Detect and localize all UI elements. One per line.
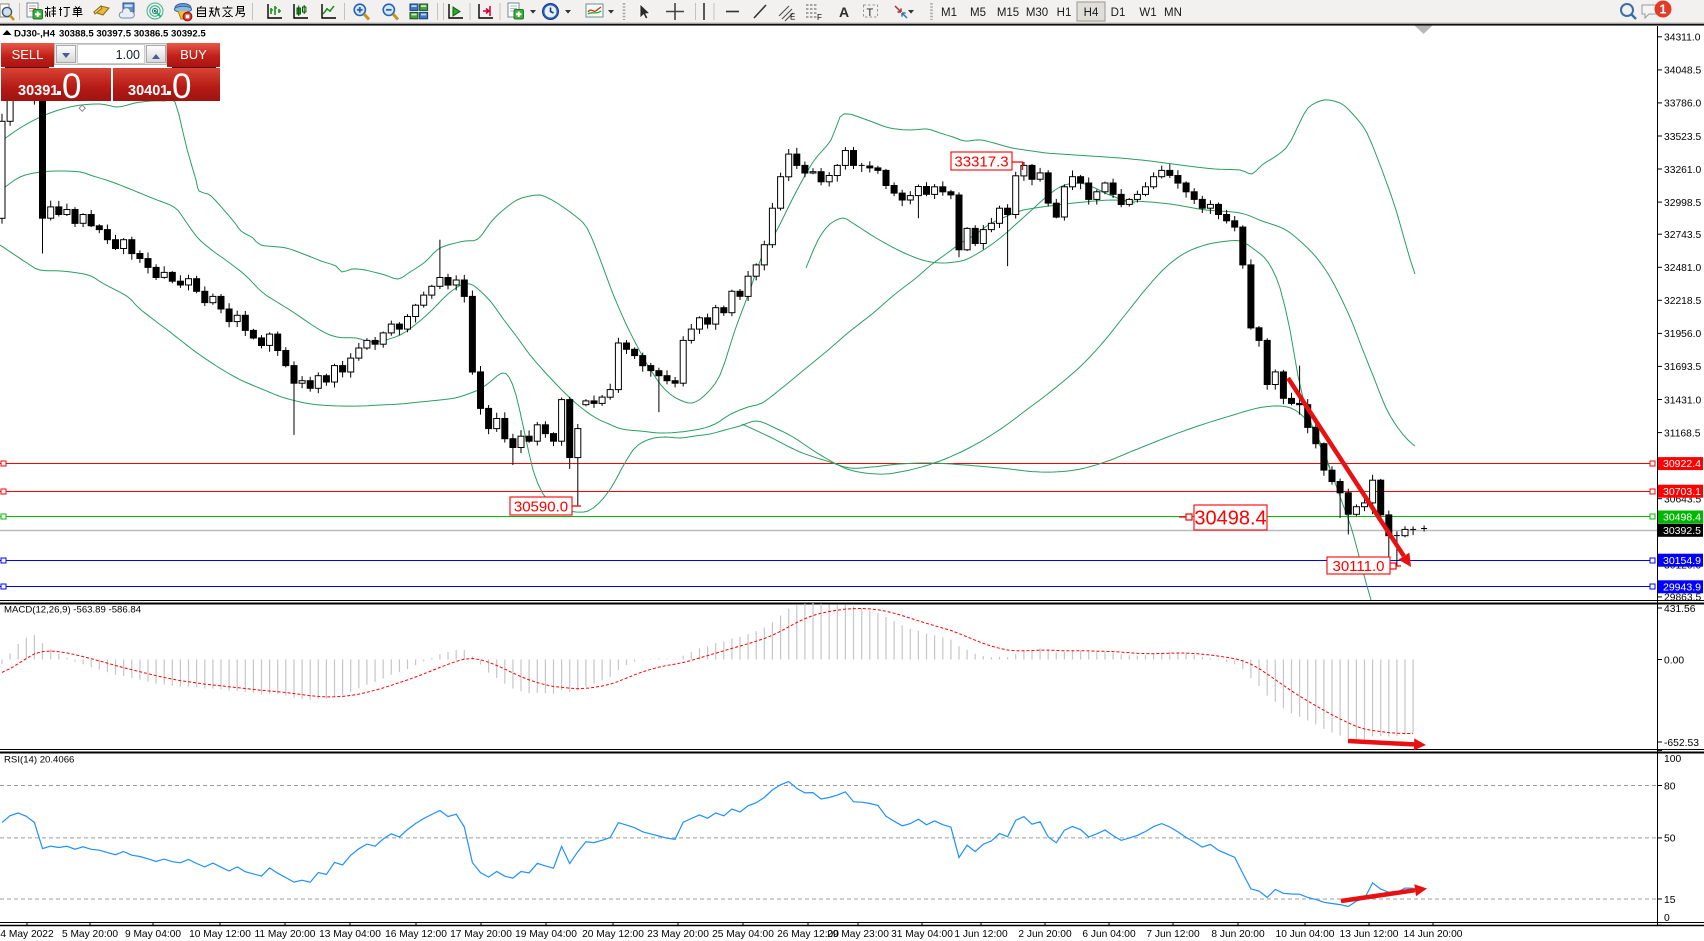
svg-text:26 May 12:00: 26 May 12:00 xyxy=(777,929,839,940)
svg-text:80: 80 xyxy=(1664,781,1676,792)
svg-text:F: F xyxy=(817,13,822,22)
svg-text:2 Jun 20:00: 2 Jun 20:00 xyxy=(1018,929,1072,940)
svg-text:30922.4: 30922.4 xyxy=(1663,458,1701,470)
svg-text:31693.5: 31693.5 xyxy=(1664,362,1701,373)
svg-text:H1: H1 xyxy=(1057,7,1072,19)
svg-text:RSI(14) 20.4066: RSI(14) 20.4066 xyxy=(4,755,74,766)
svg-text:T: T xyxy=(867,7,874,19)
svg-text:34311.0: 34311.0 xyxy=(1664,33,1701,44)
svg-text:29943.9: 29943.9 xyxy=(1663,581,1701,593)
svg-text:32998.5: 32998.5 xyxy=(1664,198,1701,209)
svg-text:30703.1: 30703.1 xyxy=(1663,486,1701,498)
svg-text:15: 15 xyxy=(1664,895,1676,906)
svg-text:33523.5: 33523.5 xyxy=(1664,132,1701,143)
svg-text:30643.5: 30643.5 xyxy=(1664,495,1701,506)
svg-text:E: E xyxy=(790,13,795,22)
svg-text:1: 1 xyxy=(1660,3,1667,17)
svg-text:0: 0 xyxy=(1664,913,1670,924)
svg-text:10 Jun 04:00: 10 Jun 04:00 xyxy=(1276,929,1335,940)
svg-text:7 Jun 12:00: 7 Jun 12:00 xyxy=(1146,929,1200,940)
svg-text:32481.0: 32481.0 xyxy=(1664,263,1701,274)
svg-text:50: 50 xyxy=(1664,834,1676,845)
svg-text:1 Jun 12:00: 1 Jun 12:00 xyxy=(954,929,1008,940)
svg-text:D1: D1 xyxy=(1111,7,1126,19)
svg-text:MN: MN xyxy=(1164,7,1182,19)
svg-text:M30: M30 xyxy=(1026,7,1048,19)
svg-text:30388.5 30397.5 30386.5 30392.: 30388.5 30397.5 30386.5 30392.5 xyxy=(59,29,206,40)
svg-text:30154.9: 30154.9 xyxy=(1663,555,1701,567)
svg-text:31956.0: 31956.0 xyxy=(1664,329,1701,340)
svg-text:29863.5: 29863.5 xyxy=(1664,593,1701,604)
svg-text:14 Jun 20:00: 14 Jun 20:00 xyxy=(1404,929,1463,940)
svg-text:33317.3: 33317.3 xyxy=(954,153,1008,170)
svg-text:29 May 23:00: 29 May 23:00 xyxy=(827,929,889,940)
svg-text:25 May 04:00: 25 May 04:00 xyxy=(712,929,774,940)
svg-text:6 Jun 04:00: 6 Jun 04:00 xyxy=(1082,929,1136,940)
svg-text:23 May 20:00: 23 May 20:00 xyxy=(647,929,709,940)
svg-text:19 May 04:00: 19 May 04:00 xyxy=(515,929,577,940)
svg-text:16 May 12:00: 16 May 12:00 xyxy=(385,929,447,940)
svg-text:31 May 04:00: 31 May 04:00 xyxy=(891,929,953,940)
svg-text:MACD(12,26,9) -563.89 -586.84: MACD(12,26,9) -563.89 -586.84 xyxy=(4,605,142,616)
svg-text:10 May 12:00: 10 May 12:00 xyxy=(189,929,251,940)
svg-text:13 May 04:00: 13 May 04:00 xyxy=(319,929,381,940)
svg-text:17 May 20:00: 17 May 20:00 xyxy=(450,929,512,940)
svg-text:M1: M1 xyxy=(941,7,957,19)
svg-text:M15: M15 xyxy=(997,7,1019,19)
svg-text:30392.5: 30392.5 xyxy=(1663,525,1701,537)
svg-text:30498.4: 30498.4 xyxy=(1194,508,1266,530)
svg-text:A: A xyxy=(839,4,849,20)
svg-text:20 May 12:00: 20 May 12:00 xyxy=(582,929,644,940)
svg-text:-652.53: -652.53 xyxy=(1664,738,1699,749)
svg-text:32743.5: 32743.5 xyxy=(1664,230,1701,241)
svg-text:DJ30-,H4: DJ30-,H4 xyxy=(14,29,56,40)
svg-text:11 May 20:00: 11 May 20:00 xyxy=(255,929,316,940)
svg-text:W1: W1 xyxy=(1139,7,1156,19)
svg-text:33786.0: 33786.0 xyxy=(1664,99,1701,110)
svg-text:0.00: 0.00 xyxy=(1664,655,1684,666)
svg-text:H4: H4 xyxy=(1084,7,1099,19)
svg-text:5 May 20:00: 5 May 20:00 xyxy=(62,929,118,940)
svg-text:30498.4: 30498.4 xyxy=(1663,512,1701,524)
svg-text:8 Jun 20:00: 8 Jun 20:00 xyxy=(1211,929,1265,940)
svg-text:431.56: 431.56 xyxy=(1664,604,1696,615)
svg-text:31168.5: 31168.5 xyxy=(1664,428,1701,439)
svg-text:M5: M5 xyxy=(970,7,986,19)
svg-text:31431.0: 31431.0 xyxy=(1664,395,1701,406)
svg-text:32218.5: 32218.5 xyxy=(1664,296,1701,307)
svg-text:30111.0: 30111.0 xyxy=(1333,558,1385,575)
svg-text:4 May 2022: 4 May 2022 xyxy=(0,929,54,940)
svg-text:30590.0: 30590.0 xyxy=(514,498,568,515)
svg-text:9 May 04:00: 9 May 04:00 xyxy=(125,929,181,940)
svg-text:100: 100 xyxy=(1664,754,1681,765)
svg-text:34048.5: 34048.5 xyxy=(1664,66,1701,77)
svg-text:13 Jun 12:00: 13 Jun 12:00 xyxy=(1340,929,1399,940)
svg-text:33261.0: 33261.0 xyxy=(1664,165,1701,176)
